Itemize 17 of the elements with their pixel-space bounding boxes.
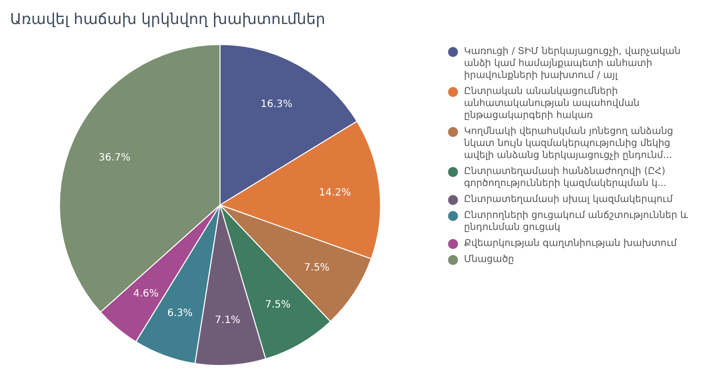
- legend-label: Ընտրական անանկացումների անհատականության ապահովման ընթացակարգերի հակառ: [464, 86, 641, 122]
- data-label: 14.2%: [319, 188, 351, 199]
- legend-label: Քվեարկության գաղտնիության խախտում: [464, 238, 677, 250]
- data-label: 7.5%: [304, 262, 330, 274]
- data-label: 16.3%: [260, 98, 292, 110]
- legend-label: Մնացածը: [464, 254, 514, 266]
- legend-label: Ընտրատեղամասի սխալ կազմակերպում: [464, 194, 673, 206]
- legend-label: Կողմնակի վերահսկման յոնեցող անձանց նկատ նույն կազմակերպությունից մեկից ավելի անձանց ներկայացուցչի ընդունմ...: [464, 126, 674, 162]
- data-label: 7.1%: [214, 314, 240, 326]
- data-label: 6.3%: [167, 308, 193, 319]
- data-label: 7.5%: [265, 300, 290, 311]
- legend-label: Կառուցի / ՏԻՄ ներկայացուցչի, վարչական անձի կամ համայնքապետի անհատի իրավունքների խախտում / այլ: [464, 46, 682, 82]
- chart-title: Առավել հաճախ կրկնվող խախտումներ: [10, 10, 326, 28]
- data-label: 4.6%: [133, 288, 159, 300]
- legend-label: Ընտրողների ցուցակում անճշտություններ և ընդունման ցուցակ: [464, 210, 689, 234]
- legend-label: Ընտրատեղամասի հանձնաժողովի (ԸՀ) գործողությունների կազմակերպման կ...: [464, 166, 668, 190]
- data-label: 36.7%: [98, 152, 130, 164]
